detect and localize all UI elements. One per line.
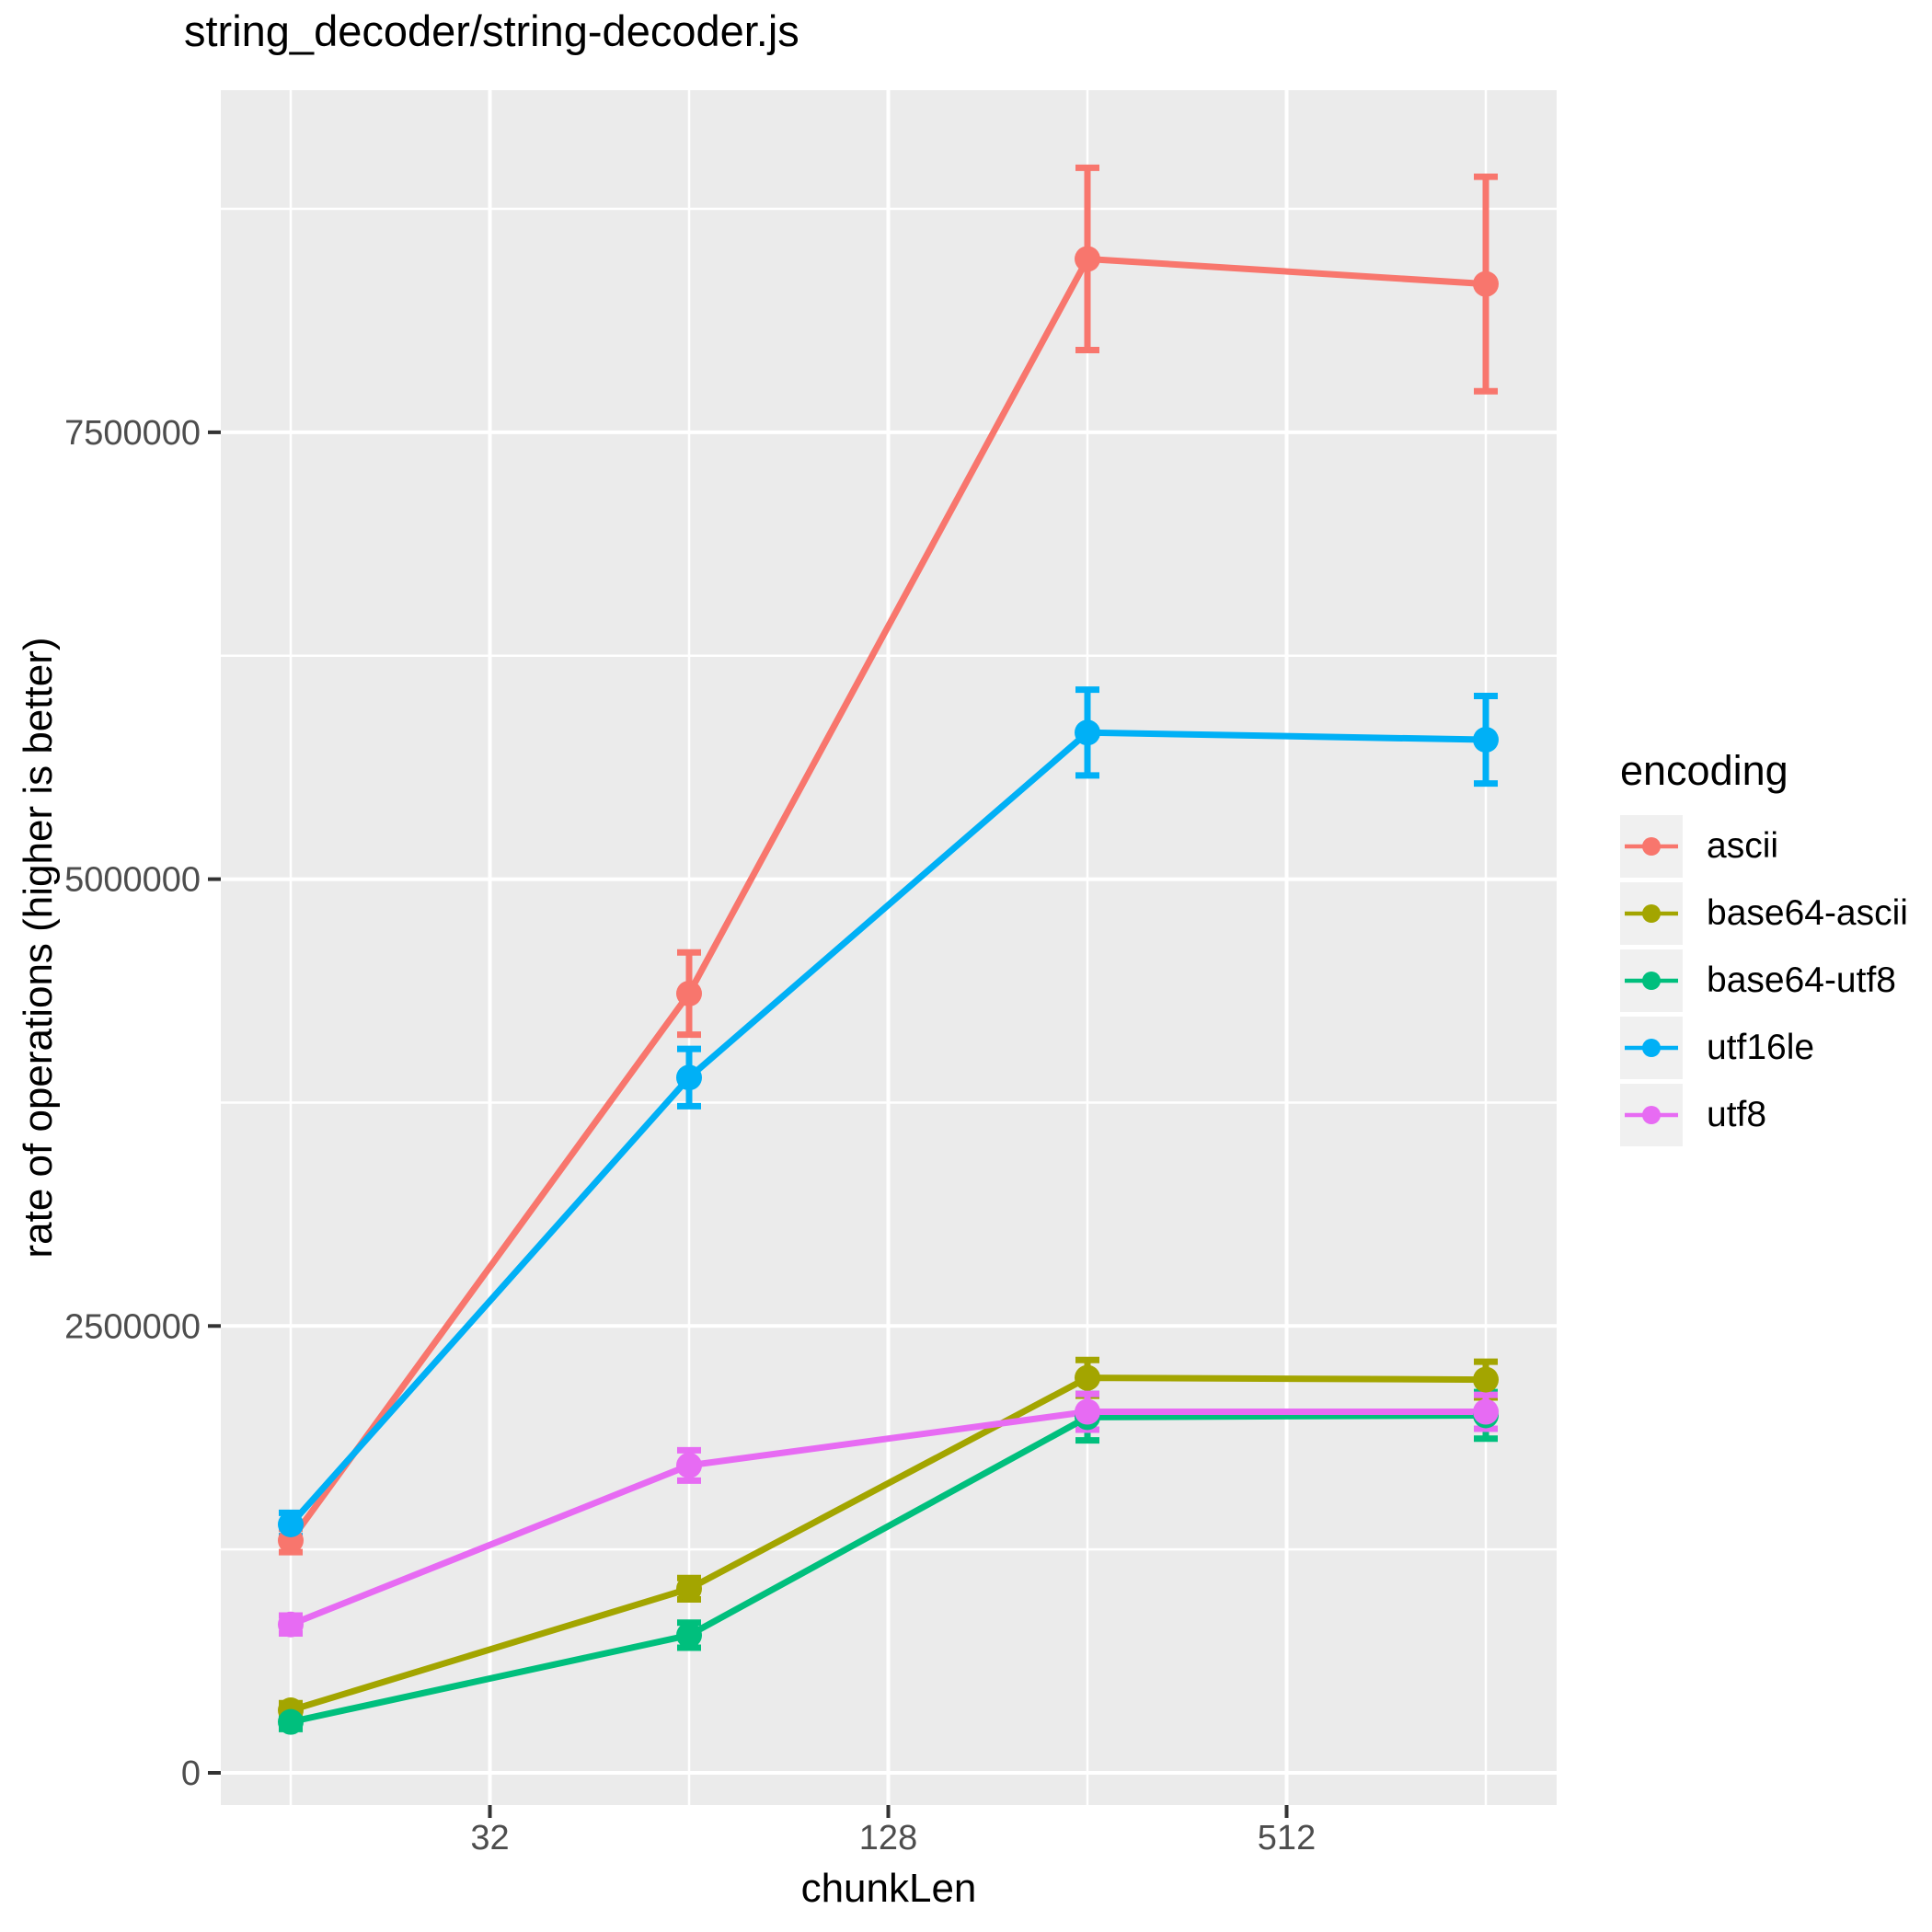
legend-key-point bbox=[1642, 837, 1661, 856]
legend-key-glyph-icon bbox=[1625, 1106, 1678, 1124]
legend-item-utf16le: utf16le bbox=[1620, 1017, 1908, 1079]
legend-item-utf8: utf8 bbox=[1620, 1084, 1908, 1146]
legend-item-ascii: ascii bbox=[1620, 815, 1908, 878]
legend-item-label: utf16le bbox=[1707, 1028, 1815, 1067]
legend-key-point bbox=[1642, 1106, 1661, 1124]
series-line-utf8 bbox=[289, 1409, 1486, 1627]
y-tick-label: 5000000 bbox=[64, 861, 201, 900]
y-tick-label: 7500000 bbox=[64, 414, 201, 453]
legend-key-utf8 bbox=[1620, 1084, 1683, 1146]
legend: encoding ascii base64-ascii base64-utf8 utf… bbox=[1620, 747, 1908, 1151]
data-point-utf8 bbox=[1473, 1398, 1499, 1425]
x-tick-label: 512 bbox=[1258, 1819, 1316, 1857]
series-line-base64-utf8 bbox=[290, 1411, 1487, 1726]
legend-key-utf16le bbox=[1620, 1017, 1683, 1079]
series-line-utf16le bbox=[288, 729, 1487, 1527]
legend-title: encoding bbox=[1620, 747, 1788, 794]
legend-item-label: base64-utf8 bbox=[1707, 960, 1896, 1000]
y-axis-title: rate of operations (higher is better) bbox=[16, 637, 61, 1259]
legend-item-label: base64-ascii bbox=[1707, 893, 1908, 933]
legend-items: ascii base64-ascii base64-utf8 utf16le utf8 bbox=[1620, 815, 1908, 1146]
data-point-utf8 bbox=[676, 1452, 702, 1478]
data-point-base64-utf8 bbox=[278, 1708, 304, 1735]
legend-key-base64-ascii bbox=[1620, 882, 1683, 945]
data-point-base64-ascii bbox=[1075, 1364, 1100, 1391]
legend-item-label: ascii bbox=[1707, 826, 1779, 866]
data-point-utf16le bbox=[278, 1511, 304, 1537]
series-line-ascii bbox=[288, 255, 1487, 1543]
data-point-utf16le bbox=[1075, 719, 1100, 746]
legend-key-point bbox=[1642, 1039, 1661, 1057]
y-tick-label: 0 bbox=[181, 1754, 201, 1793]
x-tick-label: 128 bbox=[859, 1819, 917, 1857]
data-point-base64-utf8 bbox=[676, 1622, 702, 1649]
legend-key-glyph-icon bbox=[1625, 904, 1678, 923]
chart-title: string_decoder/string-decoder.js bbox=[184, 6, 799, 55]
data-point-utf16le bbox=[676, 1064, 702, 1091]
legend-key-glyph-icon bbox=[1625, 837, 1678, 856]
legend-key-glyph-icon bbox=[1625, 1039, 1678, 1057]
legend-key-point bbox=[1642, 904, 1661, 923]
series-line-base64-ascii bbox=[289, 1374, 1487, 1714]
data-point-utf8 bbox=[278, 1611, 304, 1638]
legend-key-glyph-icon bbox=[1625, 972, 1678, 990]
legend-key-point bbox=[1642, 972, 1661, 990]
legend-item-base64-ascii: base64-ascii bbox=[1620, 882, 1908, 945]
legend-item-label: utf8 bbox=[1707, 1095, 1767, 1134]
data-point-utf8 bbox=[1075, 1398, 1100, 1425]
legend-key-base64-utf8 bbox=[1620, 949, 1683, 1012]
legend-key-ascii bbox=[1620, 815, 1683, 878]
data-point-utf16le bbox=[1473, 727, 1499, 753]
data-point-base64-ascii bbox=[1473, 1366, 1499, 1393]
data-point-ascii bbox=[1075, 246, 1100, 272]
x-axis-title: chunkLen bbox=[800, 1866, 977, 1911]
x-tick-label: 32 bbox=[470, 1819, 509, 1857]
data-point-base64-ascii bbox=[676, 1575, 702, 1602]
data-point-ascii bbox=[676, 980, 702, 1006]
legend-item-base64-utf8: base64-utf8 bbox=[1620, 949, 1908, 1012]
y-tick-label: 2500000 bbox=[64, 1307, 201, 1346]
data-point-ascii bbox=[1473, 270, 1499, 297]
